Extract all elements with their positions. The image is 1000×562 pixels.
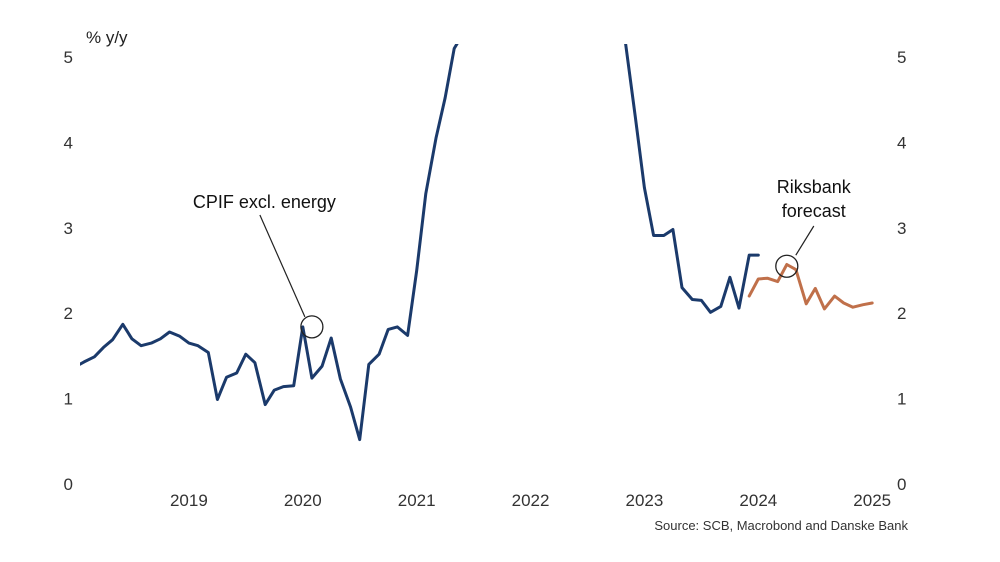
y-tick-left-2: 2 [64, 304, 73, 323]
y-tick-left-0: 0 [64, 475, 73, 494]
series-layer [80, 44, 874, 442]
annotation-circle-forecast [775, 254, 799, 278]
y-axis-right: 0 1 2 3 4 5 [897, 48, 906, 494]
annotation-leader-forecast [795, 225, 815, 256]
series-line-1 [624, 44, 760, 314]
annotation-leader-cpif [259, 214, 306, 318]
y-tick-left-4: 4 [64, 133, 73, 152]
x-tick-2025: 2025 [853, 491, 891, 510]
source-note: Source: SCB, Macrobond and Danske Bank [654, 518, 908, 533]
annotation-forecast-label-line2: forecast [782, 201, 846, 221]
y-tick-right-3: 3 [897, 219, 906, 238]
annotation-cpif-label: CPIF excl. energy [193, 192, 336, 212]
x-tick-2024: 2024 [739, 491, 777, 510]
x-tick-2019: 2019 [170, 491, 208, 510]
x-tick-2020: 2020 [284, 491, 322, 510]
y-tick-left-5: 5 [64, 48, 73, 67]
y-tick-left-1: 1 [64, 390, 73, 409]
x-axis: 2019 2020 2021 2022 2023 2024 2025 [170, 491, 891, 510]
series-line-2 [747, 263, 874, 311]
x-tick-2022: 2022 [512, 491, 550, 510]
annotation-circle-cpif [300, 315, 324, 339]
annotation-forecast-label-line1: Riksbank [777, 177, 852, 197]
y-tick-right-4: 4 [897, 133, 906, 152]
y-tick-right-0: 0 [897, 475, 906, 494]
y-tick-right-5: 5 [897, 48, 906, 67]
y-tick-right-1: 1 [897, 390, 906, 409]
y-tick-right-2: 2 [897, 304, 906, 323]
annotation-layer: CPIF excl. energy Riksbank forecast [193, 177, 852, 339]
y-axis-left: 0 1 2 3 4 5 [64, 48, 73, 494]
x-tick-2021: 2021 [398, 491, 436, 510]
x-tick-2023: 2023 [626, 491, 664, 510]
y-axis-unit-label: % y/y [86, 28, 128, 47]
series-line-0 [80, 44, 459, 442]
y-tick-left-3: 3 [64, 219, 73, 238]
